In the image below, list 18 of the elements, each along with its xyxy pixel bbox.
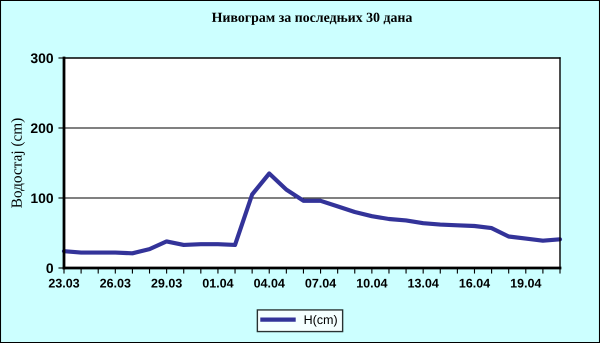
x-tick-label: 04.04	[254, 278, 285, 288]
y-tick-label: 100	[31, 193, 54, 204]
x-tick-label: 29.03	[151, 278, 182, 288]
y-tick-label: 300	[30, 53, 54, 64]
x-tick-label: 13.04	[408, 278, 439, 288]
y-tick-label: 200	[30, 123, 54, 134]
y-axis-title: Водостај (cm)	[11, 118, 25, 208]
x-tick-label: 07.04	[305, 278, 336, 288]
x-tick-label: 10.04	[357, 278, 388, 288]
line-series	[62, 171, 562, 256]
x-tick-label: 16.04	[460, 278, 490, 288]
y-tick-label: 0	[46, 263, 54, 274]
x-tick-label: 01.04	[202, 278, 234, 288]
x-tick-label: 23.03	[48, 278, 80, 288]
legend-label: H(cm)	[304, 314, 337, 327]
x-tick-label: 19.04	[510, 278, 542, 288]
chart-title: Нивограм за последњих 30 дана	[212, 12, 412, 25]
x-tick-label: 26.03	[100, 278, 130, 288]
